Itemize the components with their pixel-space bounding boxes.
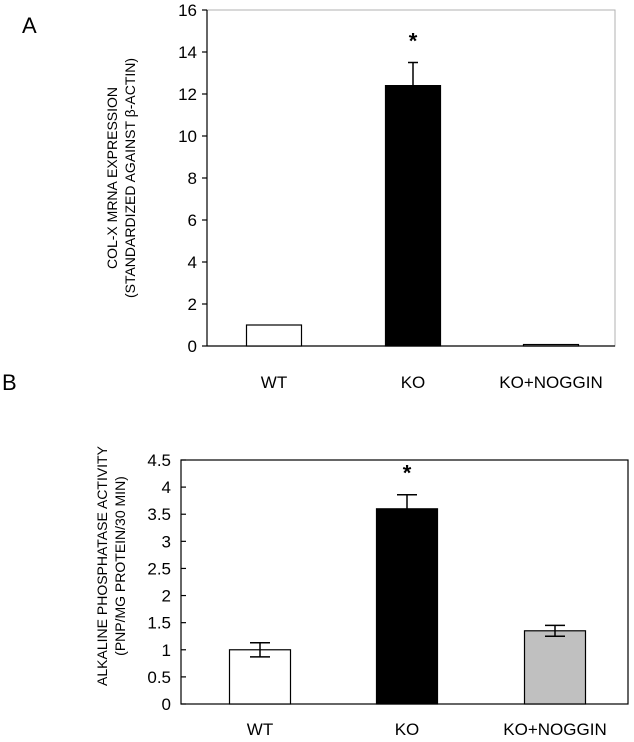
significance-asterisk: * bbox=[409, 29, 418, 54]
panel-a-label: A bbox=[22, 13, 37, 38]
y-tick-label: 8 bbox=[188, 169, 197, 188]
panel-a-bars bbox=[245, 84, 580, 347]
y-tick-label: 2 bbox=[162, 587, 171, 606]
panel-a-category-labels: WT KO KO+NOGGIN bbox=[261, 373, 603, 392]
bar-ko bbox=[375, 508, 439, 705]
panel-a-y-ticks: 0 2 4 6 8 10 12 14 16 bbox=[178, 1, 207, 356]
y-tick-label: 14 bbox=[178, 43, 197, 62]
y-tick-label: 1.5 bbox=[147, 614, 171, 633]
category-label: KO bbox=[401, 373, 426, 392]
panel-a-error-bars bbox=[408, 61, 418, 110]
panel-b-category-labels: WT KO KO+NOGGIN bbox=[247, 720, 607, 739]
panel-b-label: B bbox=[2, 370, 17, 395]
y-tick-label: 0 bbox=[188, 337, 197, 356]
panel-a-annotations: * bbox=[409, 29, 418, 54]
panel-b-error-bars bbox=[250, 493, 565, 658]
y-tick-label: 4 bbox=[188, 253, 197, 272]
significance-asterisk: * bbox=[403, 461, 412, 486]
y-tick-label: 16 bbox=[178, 1, 197, 20]
category-label: KO+NOGGIN bbox=[503, 720, 606, 739]
y-tick-label: 2 bbox=[188, 295, 197, 314]
category-label: WT bbox=[261, 373, 287, 392]
y-tick-label: 0.5 bbox=[147, 668, 171, 687]
panel-b-ylabel-line2: (PNP/MG PROTEIN/30 MIN) bbox=[112, 476, 128, 656]
panel-b-ylabel-line1: ALKALINE PHOSPHATASE ACTIVITY bbox=[94, 445, 110, 686]
y-tick-label: 6 bbox=[188, 211, 197, 230]
y-tick-label: 2.5 bbox=[147, 559, 171, 578]
bar-wt bbox=[228, 649, 292, 705]
bar-ko bbox=[384, 84, 442, 347]
panel-b-annotations: * bbox=[403, 461, 412, 486]
category-label: WT bbox=[247, 720, 273, 739]
panel-a-chart: A COL-X MRNA EXPRESSION (STANDARDIZED AG… bbox=[22, 1, 616, 392]
bar-wt bbox=[245, 324, 303, 347]
panel-a-ylabel-line2: (STANDARDIZED AGAINST β-ACTIN) bbox=[122, 58, 138, 298]
y-tick-label: 1 bbox=[162, 641, 171, 660]
bar-ko-noggin bbox=[522, 343, 580, 347]
y-tick-label: 4.5 bbox=[147, 451, 171, 470]
panel-b-bars bbox=[228, 508, 587, 705]
y-tick-label: 12 bbox=[178, 85, 197, 104]
y-tick-label: 0 bbox=[162, 695, 171, 714]
y-tick-label: 4 bbox=[162, 478, 171, 497]
category-label: KO bbox=[395, 720, 420, 739]
panel-b-y-ticks: 0 0.5 1 1.5 2 2.5 3 3.5 4 4.5 bbox=[147, 451, 186, 714]
y-tick-label: 10 bbox=[178, 127, 197, 146]
category-label: KO+NOGGIN bbox=[499, 373, 602, 392]
panel-a-ylabel-line1: COL-X MRNA EXPRESSION bbox=[104, 87, 120, 269]
bar-ko-noggin bbox=[523, 630, 587, 705]
y-tick-label: 3 bbox=[162, 532, 171, 551]
panel-b-chart: B ALKALINE PHOSPHATASE ACTIVITY (PNP/MG … bbox=[2, 370, 629, 739]
y-tick-label: 3.5 bbox=[147, 505, 171, 524]
